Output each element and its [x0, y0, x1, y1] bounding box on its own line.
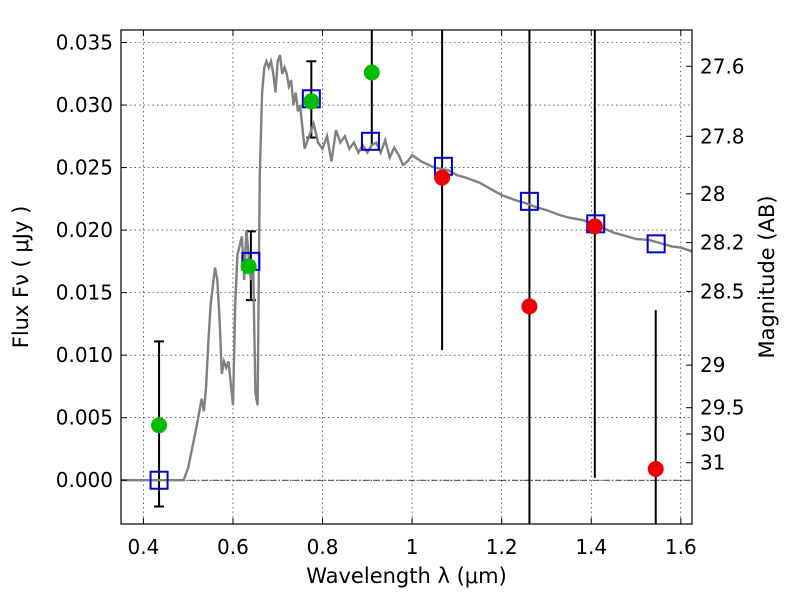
right-tick-label: 30 [700, 422, 725, 446]
right-tick-label: 29.5 [700, 396, 745, 420]
data-point-circle [240, 258, 257, 275]
y-tick-label: 0.015 [56, 281, 113, 305]
right-tick-label: 28 [700, 182, 725, 206]
right-tick-label: 27.8 [700, 124, 745, 148]
grid-layer [121, 30, 692, 524]
x-axis-title: Wavelength λ (μm) [306, 564, 507, 588]
data-point-circle [303, 93, 320, 110]
y-tick-label: 0.010 [56, 343, 113, 367]
x-tick-label: 0.8 [307, 535, 339, 559]
right-tick-label: 28.5 [700, 279, 745, 303]
x-tick-label: 0.4 [127, 535, 159, 559]
x-tick-label: 1 [406, 535, 419, 559]
data-point-square [149, 470, 169, 490]
error-bars [154, 30, 657, 524]
right-axis-title: Magnitude (AB) [755, 195, 779, 358]
y-tick-label: 0.035 [56, 31, 113, 55]
y-tick-label: 0.025 [56, 156, 113, 180]
x-tick-label: 0.6 [217, 535, 249, 559]
ticks: 0.4 0.6 0.8 1 1.2 1.4 1.6 0.000 0.005 0.010 0.015 0… [56, 30, 745, 559]
sed-model-line [121, 54, 693, 482]
markers [149, 64, 666, 490]
data-point-circle [363, 64, 380, 81]
data-point-circle [434, 169, 451, 186]
y-axis-title: Flux Fν ( μJy ) [9, 206, 33, 349]
x-tick-label: 1.6 [665, 535, 697, 559]
right-tick-label: 31 [700, 451, 725, 475]
y-tick-label: 0.030 [56, 93, 113, 117]
plot-frame [120, 29, 693, 525]
data-point-square [646, 234, 666, 254]
y-tick-label: 0.020 [56, 218, 113, 242]
data-point-square [360, 131, 380, 151]
data-point-circle [151, 417, 168, 434]
right-tick-label: 28.2 [700, 231, 745, 255]
x-tick-label: 1.2 [486, 535, 518, 559]
x-tick-label: 1.4 [575, 535, 607, 559]
data-point-circle [521, 298, 538, 315]
data-point-circle [647, 460, 664, 477]
right-tick-label: 29 [700, 353, 725, 377]
data-point-circle [586, 218, 603, 235]
y-tick-label: 0.000 [56, 468, 113, 492]
right-tick-label: 27.6 [700, 54, 745, 78]
y-tick-label: 0.005 [56, 406, 113, 430]
data-point-square [519, 191, 539, 211]
